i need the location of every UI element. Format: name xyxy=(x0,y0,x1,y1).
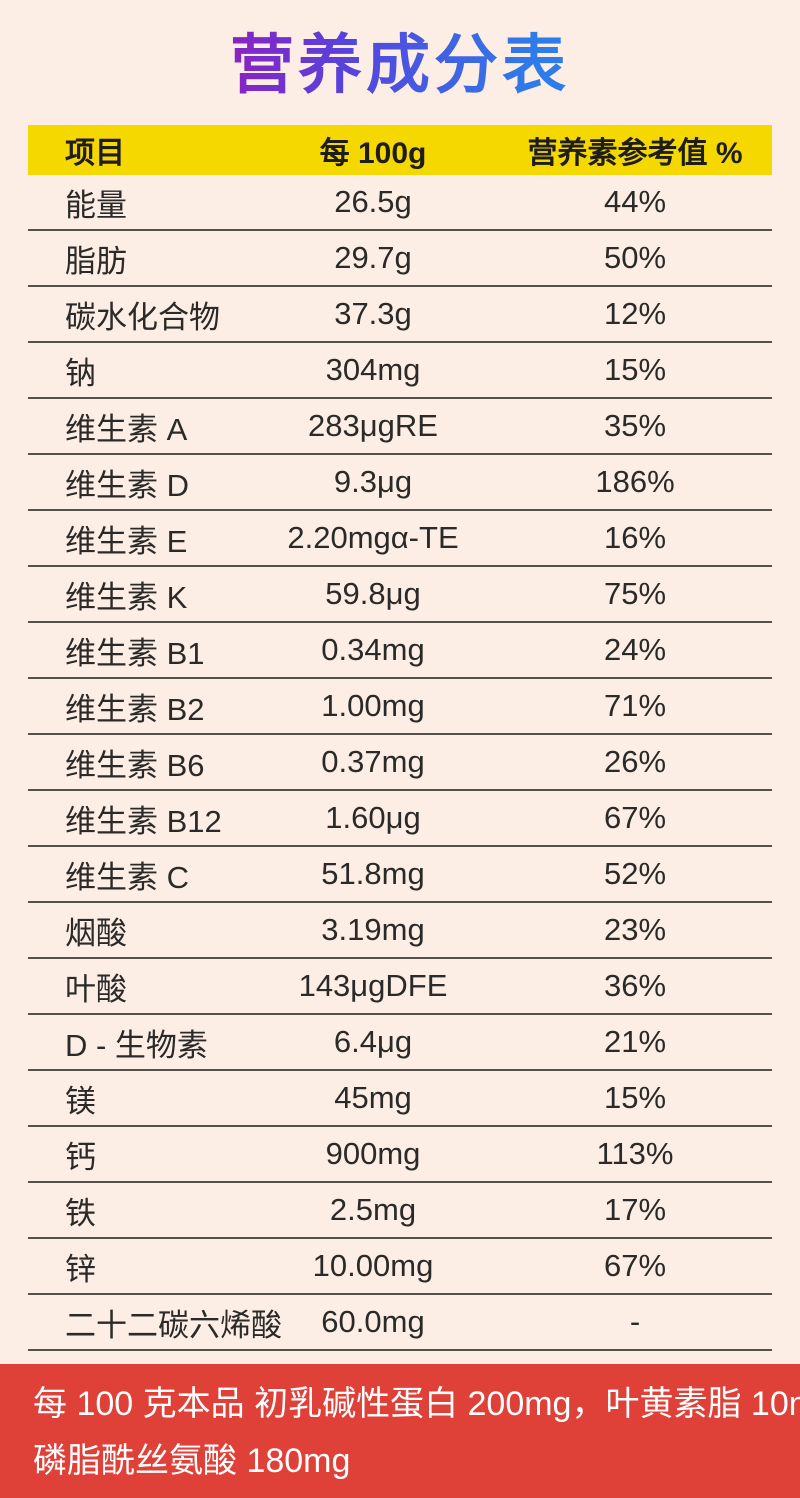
table-row: 维生素 B6 0.37mg 26% xyxy=(28,735,772,791)
table-row: 叶酸 143μgDFE 36% xyxy=(28,959,772,1015)
table-row: 维生素 A 283μgRE 35% xyxy=(28,399,772,455)
item-name-cell: 维生素 E xyxy=(65,523,188,559)
header-nrv-column: 营养素参考值 % xyxy=(527,137,743,170)
table-row: 维生素 C 51.8mg 52% xyxy=(28,847,772,903)
nrv-cell: 24% xyxy=(603,632,667,667)
item-name-cell: 钙 xyxy=(65,1139,96,1175)
item-name-cell: 碳水化合物 xyxy=(65,299,220,335)
nrv-cell: 12% xyxy=(603,296,667,331)
nutrition-table: 项目 每 100g 营养素参考值 % 能量 26.5g 44% 脂肪 29.7g… xyxy=(28,125,772,1351)
item-name-cell: 二十二碳六烯酸 xyxy=(65,1307,282,1343)
nrv-cell: 15% xyxy=(603,1080,667,1115)
item-name-cell: 维生素 B1 xyxy=(65,635,205,671)
value-cell: 29.7g xyxy=(334,240,412,275)
value-cell: 2.5mg xyxy=(329,1192,417,1227)
item-name-cell: 铁 xyxy=(65,1195,96,1231)
value-cell: 143μgDFE xyxy=(298,968,448,1003)
value-cell: 1.00mg xyxy=(321,688,425,723)
table-row: 碳水化合物 37.3g 12% xyxy=(28,287,772,343)
nrv-cell: 23% xyxy=(603,912,667,947)
nrv-cell: 26% xyxy=(603,744,667,779)
item-name-cell: 锌 xyxy=(65,1251,96,1287)
item-name-cell: 镁 xyxy=(65,1083,96,1119)
nrv-cell: 17% xyxy=(603,1192,667,1227)
value-cell: 45mg xyxy=(334,1080,412,1115)
table-row: 二十二碳六烯酸 60.0mg - xyxy=(28,1295,772,1351)
nrv-cell: 15% xyxy=(603,352,667,387)
table-row: 烟酸 3.19mg 23% xyxy=(28,903,772,959)
value-cell: 37.3g xyxy=(334,296,412,331)
value-cell: 59.8μg xyxy=(325,576,421,611)
item-name-cell: 维生素 B6 xyxy=(65,747,205,783)
item-name-cell: 维生素 B12 xyxy=(65,803,222,839)
table-row: 能量 26.5g 44% xyxy=(28,175,772,231)
nrv-cell: - xyxy=(629,1304,641,1339)
value-cell: 3.19mg xyxy=(321,912,425,947)
item-name-cell: 烟酸 xyxy=(65,915,127,951)
item-name-cell: 维生素 A xyxy=(65,411,188,447)
value-cell: 304mg xyxy=(325,352,421,387)
value-cell: 10.00mg xyxy=(312,1248,434,1283)
item-name-cell: D - 生物素 xyxy=(65,1027,208,1063)
table-row: 钠 304mg 15% xyxy=(28,343,772,399)
item-name-cell: 钠 xyxy=(65,355,96,391)
table-row: 维生素 B12 1.60μg 67% xyxy=(28,791,772,847)
item-name-cell: 脂肪 xyxy=(65,243,127,279)
value-cell: 1.60μg xyxy=(325,800,421,835)
table-row: 维生素 B1 0.34mg 24% xyxy=(28,623,772,679)
nrv-cell: 67% xyxy=(603,800,667,835)
value-cell: 9.3μg xyxy=(333,464,413,499)
item-name-cell: 叶酸 xyxy=(65,971,127,1007)
nrv-cell: 71% xyxy=(603,688,667,723)
table-row: 铁 2.5mg 17% xyxy=(28,1183,772,1239)
value-cell: 900mg xyxy=(325,1136,421,1171)
value-cell: 6.4μg xyxy=(333,1024,413,1059)
item-name-cell: 维生素 D xyxy=(65,467,189,503)
item-name-cell: 维生素 B2 xyxy=(65,691,205,727)
value-cell: 2.20mgα-TE xyxy=(287,520,459,555)
footer-line-2: 磷脂酰丝氨酸 180mg xyxy=(33,1442,351,1480)
table-row: 维生素 B2 1.00mg 71% xyxy=(28,679,772,735)
nrv-cell: 36% xyxy=(603,968,667,1003)
table-body: 能量 26.5g 44% 脂肪 29.7g 50% 碳水化合物 37.3g 12… xyxy=(28,175,772,1351)
nrv-cell: 113% xyxy=(596,1136,674,1171)
table-row: 锌 10.00mg 67% xyxy=(28,1239,772,1295)
table-row: 钙 900mg 113% xyxy=(28,1127,772,1183)
table-header-row: 项目 每 100g 营养素参考值 % xyxy=(28,125,772,175)
item-name-cell: 能量 xyxy=(65,187,127,223)
nrv-cell: 16% xyxy=(603,520,667,555)
footer-note: 每 100 克本品 初乳碱性蛋白 200mg，叶黄素脂 10mg, 磷脂酰丝氨酸… xyxy=(0,1364,800,1498)
table-row: D - 生物素 6.4μg 21% xyxy=(28,1015,772,1071)
nrv-cell: 75% xyxy=(603,576,667,611)
value-cell: 283μgRE xyxy=(308,408,438,443)
header-per100g-column: 每 100g xyxy=(319,137,427,170)
value-cell: 0.34mg xyxy=(321,632,425,667)
nrv-cell: 50% xyxy=(603,240,667,275)
table-row: 维生素 E 2.20mgα-TE 16% xyxy=(28,511,772,567)
footer-line-1: 每 100 克本品 初乳碱性蛋白 200mg，叶黄素脂 10mg, xyxy=(33,1385,800,1423)
table-row: 镁 45mg 15% xyxy=(28,1071,772,1127)
nrv-cell: 186% xyxy=(595,464,675,499)
value-cell: 0.37mg xyxy=(321,744,425,779)
header-item-column: 项目 xyxy=(65,137,125,170)
title-bar: 营养成分表 xyxy=(0,0,800,125)
value-cell: 51.8mg xyxy=(321,856,425,891)
nrv-cell: 52% xyxy=(603,856,667,891)
item-name-cell: 维生素 K xyxy=(65,579,188,615)
table-row: 维生素 K 59.8μg 75% xyxy=(28,567,772,623)
nrv-cell: 21% xyxy=(603,1024,667,1059)
page-title: 营养成分表 xyxy=(230,14,570,106)
table-row: 脂肪 29.7g 50% xyxy=(28,231,772,287)
nrv-cell: 35% xyxy=(603,408,667,443)
table-row: 维生素 D 9.3μg 186% xyxy=(28,455,772,511)
nrv-cell: 67% xyxy=(603,1248,667,1283)
nrv-cell: 44% xyxy=(603,184,667,219)
value-cell: 26.5g xyxy=(334,184,412,219)
item-name-cell: 维生素 C xyxy=(65,859,189,895)
value-cell: 60.0mg xyxy=(321,1304,425,1339)
